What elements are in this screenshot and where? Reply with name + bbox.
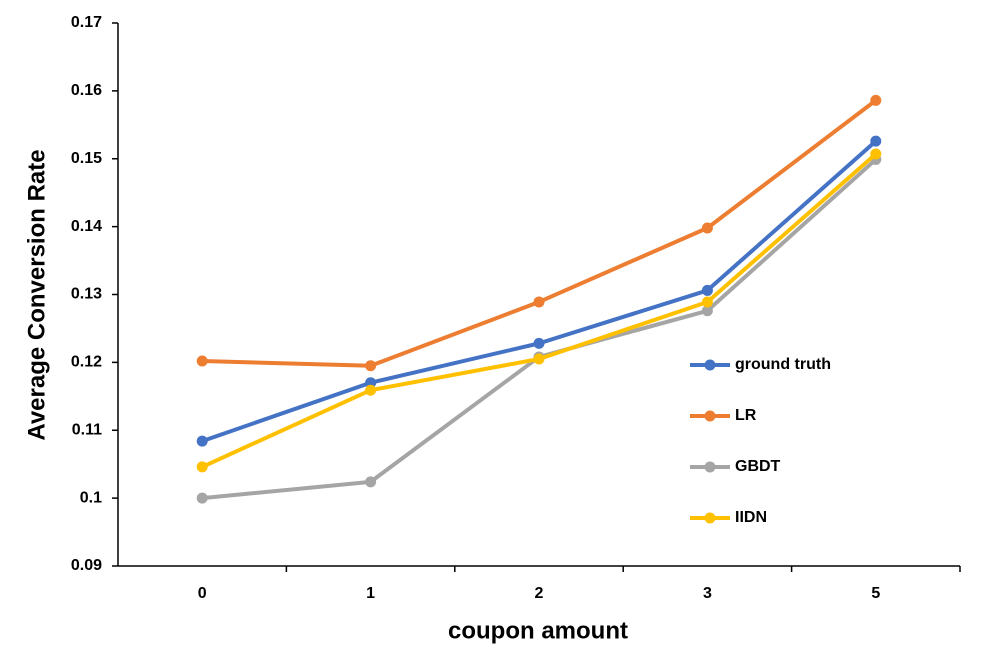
x-tick-label: 1 [366,585,375,602]
y-tick-label: 0.14 [71,218,102,235]
y-tick-label: 0.16 [71,82,102,99]
point [870,148,882,160]
point [701,284,713,296]
legend-label: GBDT [735,458,781,475]
y-tick-label: 0.1 [80,489,102,506]
legend-marker [704,461,716,473]
point [701,222,713,234]
legend-label: LR [735,407,757,424]
point [870,135,882,147]
y-axis-title: Average Conversion Rate [23,149,50,440]
legend-marker [704,359,716,371]
point [533,353,545,365]
y-tick-label: 0.12 [71,354,102,371]
point [196,461,208,473]
x-tick-label: 2 [535,585,544,602]
point [196,355,208,367]
point [196,435,208,447]
x-tick-label: 5 [871,585,880,602]
legend-label: IIDN [735,509,767,526]
point [533,296,545,308]
y-tick-label: 0.11 [72,421,102,438]
legend-marker [704,512,716,524]
legend-marker [704,410,716,422]
point [365,476,377,488]
series-line [201,152,878,469]
x-tick-label: 3 [703,585,712,602]
point [365,384,377,396]
legend-label: ground truth [735,356,831,373]
point [365,360,377,372]
point [196,492,208,504]
series-line [201,139,878,443]
point [870,94,882,106]
y-tick-label: 0.17 [71,14,102,31]
y-tick-label: 0.09 [71,557,102,574]
point [701,296,713,308]
series-line [202,157,878,501]
y-tick-label: 0.15 [71,150,102,167]
y-tick-label: 0.13 [71,286,102,303]
point [533,337,545,349]
x-tick-label: 0 [198,585,207,602]
x-axis-title: coupon amount [448,617,628,644]
point [701,305,713,317]
